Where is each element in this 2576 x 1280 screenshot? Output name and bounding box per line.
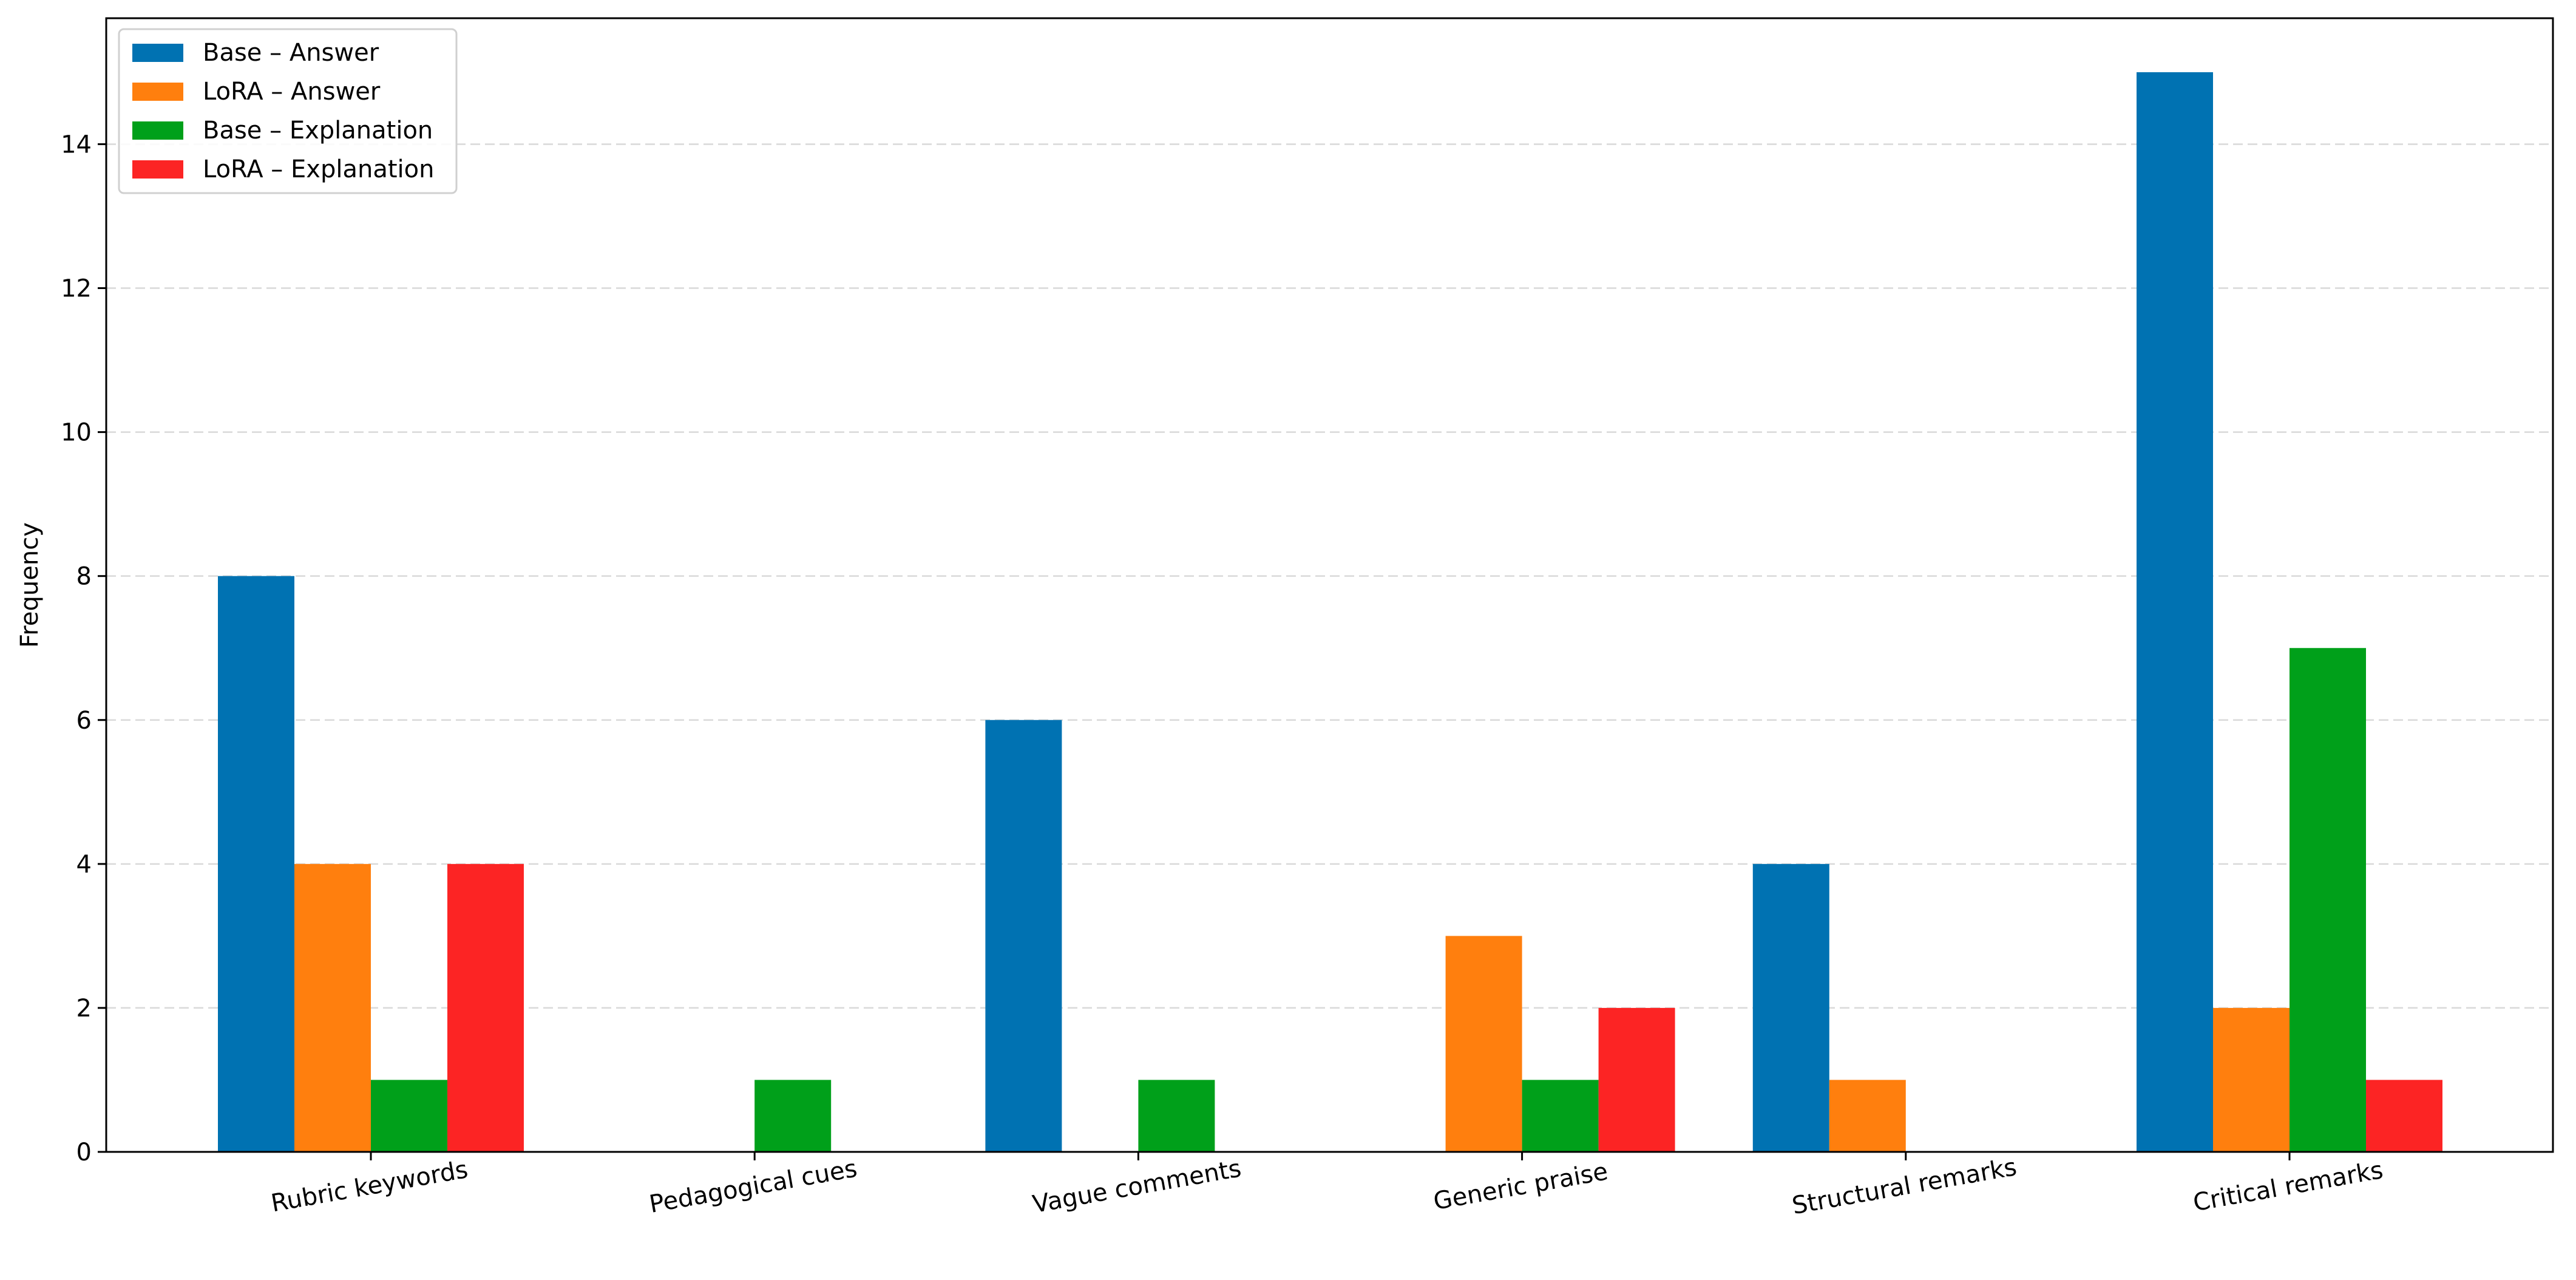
x-axis-ticks: Rubric keywords Pedagogical cues Vague com… — [269, 1152, 2385, 1220]
bar-3-1 — [1445, 936, 1522, 1152]
x-tick-label: Rubric keywords — [269, 1156, 470, 1217]
y-tick-label: 0 — [76, 1139, 92, 1166]
legend-box — [118, 28, 458, 194]
bar-3-3 — [1598, 1007, 1675, 1152]
y-tick-label: 14 — [61, 131, 92, 158]
x-tick-label: Structural remarks — [1790, 1153, 2019, 1220]
bar-5-2 — [2290, 648, 2366, 1152]
bar-4-0 — [1752, 863, 1829, 1152]
y-tick-label: 8 — [76, 563, 92, 591]
y-axis-label: Frequency — [16, 522, 44, 648]
bars — [218, 72, 2442, 1152]
legend-label-3: LoRA – Explanation — [203, 155, 434, 183]
bar-5-0 — [2137, 72, 2213, 1152]
y-tick-label: 10 — [61, 419, 92, 447]
legend-swatch-1 — [132, 83, 183, 101]
x-tick-label: Critical remarks — [2191, 1156, 2385, 1217]
legend-swatch-3 — [132, 160, 183, 179]
x-tick-label: Generic praise — [1431, 1157, 1610, 1216]
legend-label-2: Base – Explanation — [203, 117, 433, 145]
bar-2-0 — [985, 720, 1062, 1152]
legend-label-0: Base – Answer — [203, 39, 379, 67]
x-tick-label: Pedagogical cues — [647, 1154, 859, 1219]
bar-2-2 — [1138, 1080, 1215, 1152]
bar-4-1 — [1829, 1080, 1906, 1152]
legend-label-1: LoRA – Answer — [203, 78, 381, 106]
x-tick-label: Vague comments — [1031, 1154, 1243, 1219]
bar-0-2 — [371, 1080, 447, 1152]
legend-swatch-2 — [132, 121, 183, 140]
y-tick-label: 4 — [76, 851, 92, 879]
bar-5-3 — [2366, 1080, 2442, 1152]
bar-0-3 — [447, 863, 524, 1152]
y-tick-label: 6 — [76, 707, 92, 735]
legend: Base – Answer LoRA – Answer Base – Explana… — [118, 28, 458, 194]
y-tick-label: 12 — [61, 275, 92, 303]
bar-0-0 — [218, 576, 294, 1152]
y-tick-label: 2 — [76, 995, 92, 1023]
bar-1-2 — [754, 1080, 832, 1152]
bar-3-2 — [1522, 1080, 1599, 1152]
bar-0-1 — [294, 863, 371, 1152]
plot-frame — [105, 17, 2554, 1153]
y-axis-ticks: 0 2 4 6 8 10 12 14 — [61, 131, 106, 1166]
legend-swatch-0 — [132, 44, 183, 62]
bar-5-1 — [2213, 1007, 2290, 1152]
